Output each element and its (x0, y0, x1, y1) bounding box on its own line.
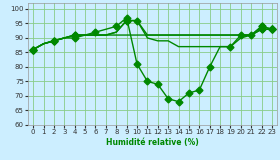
X-axis label: Humidité relative (%): Humidité relative (%) (106, 138, 199, 147)
